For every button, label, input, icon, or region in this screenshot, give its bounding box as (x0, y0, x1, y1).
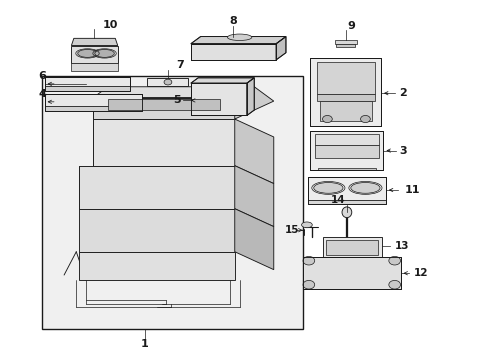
Polygon shape (335, 44, 354, 46)
Circle shape (322, 116, 331, 123)
Polygon shape (317, 168, 375, 170)
Text: 9: 9 (347, 21, 355, 31)
Polygon shape (71, 45, 118, 63)
Polygon shape (190, 37, 285, 44)
Polygon shape (315, 134, 378, 145)
Circle shape (303, 280, 314, 289)
Text: 3: 3 (398, 145, 406, 156)
Circle shape (388, 256, 400, 265)
Circle shape (163, 79, 171, 85)
Polygon shape (234, 119, 273, 184)
Polygon shape (310, 131, 383, 170)
Polygon shape (108, 99, 220, 110)
Polygon shape (234, 209, 273, 270)
Polygon shape (316, 62, 374, 94)
Text: 15: 15 (285, 225, 299, 235)
Polygon shape (303, 257, 400, 289)
Polygon shape (315, 145, 378, 158)
Polygon shape (44, 86, 130, 91)
Text: 1: 1 (141, 339, 148, 349)
Circle shape (360, 116, 369, 123)
Text: 12: 12 (413, 268, 428, 278)
Polygon shape (234, 87, 273, 119)
Polygon shape (316, 94, 374, 101)
Text: 7: 7 (176, 60, 183, 70)
Polygon shape (307, 200, 385, 204)
Bar (42, 76, 303, 329)
Text: 2: 2 (398, 88, 406, 98)
Text: 14: 14 (330, 195, 345, 205)
Ellipse shape (78, 49, 97, 57)
Text: 4: 4 (38, 89, 46, 99)
Polygon shape (71, 63, 118, 71)
Polygon shape (93, 98, 234, 119)
Polygon shape (44, 94, 142, 107)
Polygon shape (147, 78, 188, 86)
Polygon shape (79, 166, 234, 209)
Text: 8: 8 (229, 17, 237, 27)
Circle shape (303, 256, 314, 265)
Polygon shape (190, 83, 246, 116)
Polygon shape (93, 87, 254, 98)
Ellipse shape (95, 49, 114, 57)
Polygon shape (310, 58, 380, 126)
Polygon shape (44, 77, 130, 86)
Polygon shape (71, 39, 118, 45)
Ellipse shape (350, 183, 379, 193)
Text: 11: 11 (404, 185, 419, 195)
Polygon shape (44, 107, 142, 111)
Polygon shape (326, 240, 377, 255)
Polygon shape (276, 37, 285, 60)
Polygon shape (234, 166, 273, 226)
Text: 6: 6 (38, 71, 46, 81)
Ellipse shape (301, 222, 312, 228)
Text: 5: 5 (173, 95, 181, 105)
Polygon shape (190, 44, 276, 60)
Polygon shape (93, 119, 234, 166)
Ellipse shape (313, 183, 342, 193)
Text: 13: 13 (394, 241, 408, 251)
Polygon shape (79, 252, 234, 280)
Polygon shape (307, 177, 385, 200)
Polygon shape (322, 237, 381, 257)
Polygon shape (320, 101, 371, 121)
Polygon shape (79, 209, 234, 252)
Polygon shape (190, 78, 254, 83)
Ellipse shape (341, 207, 351, 218)
Polygon shape (246, 78, 254, 116)
Text: 10: 10 (102, 20, 118, 30)
Circle shape (388, 280, 400, 289)
Ellipse shape (227, 34, 251, 41)
Polygon shape (334, 40, 356, 44)
